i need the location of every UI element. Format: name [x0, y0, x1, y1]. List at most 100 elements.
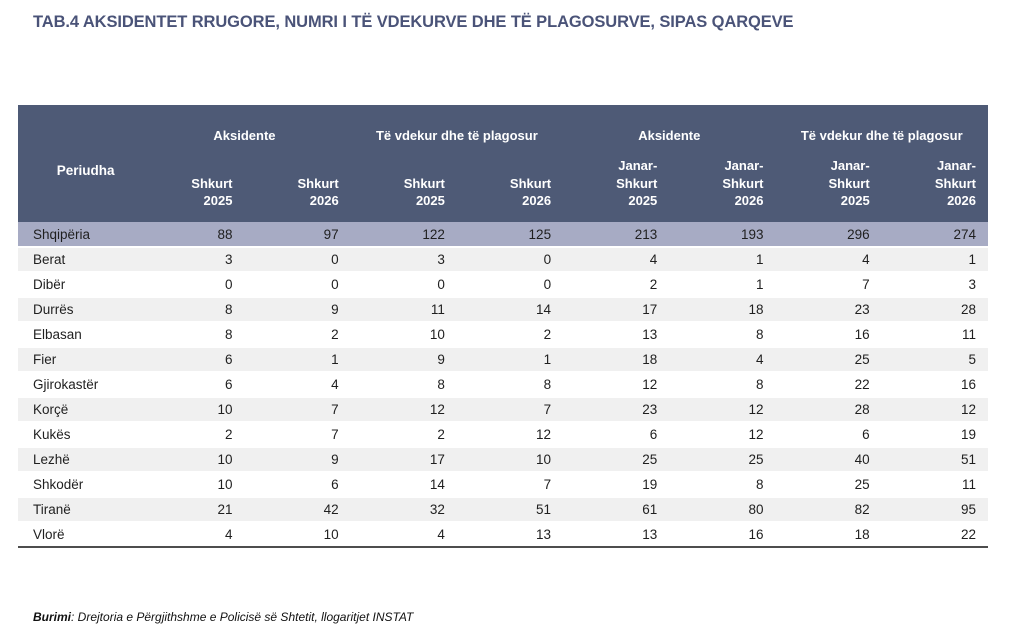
row-label: Gjirokastër: [18, 372, 139, 398]
cell-value: 6: [775, 422, 882, 448]
group-header-aksidente-janar-shkurt: Aksidente: [563, 105, 776, 151]
cell-value: 2: [350, 422, 457, 448]
cell-value: 7: [775, 272, 882, 298]
table-row: Berat 3 0 3 0 4 1 4 1: [18, 247, 988, 273]
cell-value: 8: [456, 372, 564, 398]
cell-value: 18: [563, 347, 670, 373]
row-label: Fier: [18, 347, 139, 373]
cell-value: 0: [138, 272, 245, 298]
cell-value: 42: [244, 497, 351, 523]
source-label: Burimi: [33, 610, 72, 624]
table-row: Tiranë 21 42 32 51 61 80 82 95: [18, 497, 988, 523]
sub-header: Shkurt 2025: [138, 151, 245, 222]
cell-value: 8: [350, 372, 457, 398]
cell-value: 9: [244, 447, 351, 473]
cell-value: 0: [244, 247, 351, 273]
cell-value: 8: [669, 322, 776, 348]
sub-header: Shkurt 2026: [456, 151, 564, 222]
cell-value: 4: [775, 247, 882, 273]
cell-value: 14: [350, 472, 457, 498]
cell-value: 8: [138, 322, 245, 348]
cell-value: 6: [138, 372, 245, 398]
cell-value: 2: [244, 322, 351, 348]
table-row: Lezhë 10 9 17 10 25 25 40 51: [18, 447, 988, 473]
table-row: Korçë 10 7 12 7 23 12 28 12: [18, 397, 988, 423]
cell-value: 2: [563, 272, 670, 298]
cell-value: 18: [669, 297, 776, 323]
cell-value: 8: [669, 472, 776, 498]
cell-value: 12: [669, 397, 776, 423]
cell-value: 4: [563, 247, 670, 273]
cell-value: 11: [881, 472, 988, 498]
cell-value: 274: [881, 222, 988, 248]
sub-header: Janar- Shkurt 2025: [775, 151, 882, 222]
cell-value: 4: [138, 522, 245, 548]
cell-value: 3: [138, 247, 245, 273]
cell-value: 3: [881, 272, 988, 298]
cell-value: 0: [456, 272, 564, 298]
header-sub-row: Shkurt 2025 Shkurt 2026 Shkurt 2025 Shku…: [18, 151, 988, 222]
table-header: Periudha Aksidente Të vdekur dhe të plag…: [18, 105, 988, 222]
cell-value: 17: [563, 297, 670, 323]
cell-value: 16: [669, 522, 776, 548]
table-row: Durrës 8 9 11 14 17 18 23 28: [18, 297, 988, 323]
cell-value: 51: [881, 447, 988, 473]
cell-value: 10: [244, 522, 351, 548]
sub-header: Shkurt 2025: [350, 151, 457, 222]
sub-header: Janar- Shkurt 2025: [563, 151, 670, 222]
cell-value: 1: [669, 247, 776, 273]
cell-value: 12: [669, 422, 776, 448]
cell-value: 2: [138, 422, 245, 448]
cell-value: 1: [244, 347, 351, 373]
table-row: Gjirokastër 6 4 8 8 12 8 22 16: [18, 372, 988, 398]
row-label: Shkodër: [18, 472, 139, 498]
sub-header: Janar- Shkurt 2026: [881, 151, 988, 222]
cell-value: 8: [138, 297, 245, 323]
cell-value: 1: [669, 272, 776, 298]
cell-value: 7: [456, 397, 564, 423]
cell-value: 12: [563, 372, 670, 398]
cell-value: 10: [456, 447, 564, 473]
header-group-row: Periudha Aksidente Të vdekur dhe të plag…: [18, 105, 988, 222]
cell-value: 0: [350, 272, 457, 298]
sub-header: Janar- Shkurt 2026: [669, 151, 776, 222]
cell-value: 21: [138, 497, 245, 523]
cell-value: 13: [563, 322, 670, 348]
cell-value: 25: [775, 472, 882, 498]
table-row: Kukës 2 7 2 12 6 12 6 19: [18, 422, 988, 448]
row-label: Korçë: [18, 397, 139, 423]
statistics-table: Periudha Aksidente Të vdekur dhe të plag…: [18, 105, 988, 548]
cell-value: 10: [350, 322, 457, 348]
cell-value: 95: [881, 497, 988, 523]
row-label: Durrës: [18, 297, 139, 323]
cell-value: 61: [563, 497, 670, 523]
cell-value: 3: [350, 247, 457, 273]
cell-value: 23: [775, 297, 882, 323]
cell-value: 82: [775, 497, 882, 523]
group-header-aksidente-shkurt: Aksidente: [138, 105, 351, 151]
cell-value: 0: [244, 272, 351, 298]
source-note: Burimi: Drejtoria e Përgjithshme e Polic…: [33, 610, 413, 624]
cell-value: 88: [138, 222, 245, 248]
cell-value: 4: [244, 372, 351, 398]
cell-value: 10: [138, 397, 245, 423]
cell-value: 0: [456, 247, 564, 273]
cell-value: 19: [881, 422, 988, 448]
row-label: Dibër: [18, 272, 139, 298]
cell-value: 13: [563, 522, 670, 548]
cell-value: 16: [775, 322, 882, 348]
cell-value: 12: [350, 397, 457, 423]
cell-value: 22: [775, 372, 882, 398]
cell-value: 97: [244, 222, 351, 248]
row-label: Vlorë: [18, 522, 139, 548]
cell-value: 11: [881, 322, 988, 348]
cell-value: 12: [456, 422, 564, 448]
table-row: Dibër 0 0 0 0 2 1 7 3: [18, 272, 988, 298]
cell-value: 25: [563, 447, 670, 473]
cell-value: 125: [456, 222, 564, 248]
column-header-period: Periudha: [18, 105, 139, 222]
cell-value: 28: [775, 397, 882, 423]
cell-value: 10: [138, 447, 245, 473]
cell-value: 51: [456, 497, 564, 523]
